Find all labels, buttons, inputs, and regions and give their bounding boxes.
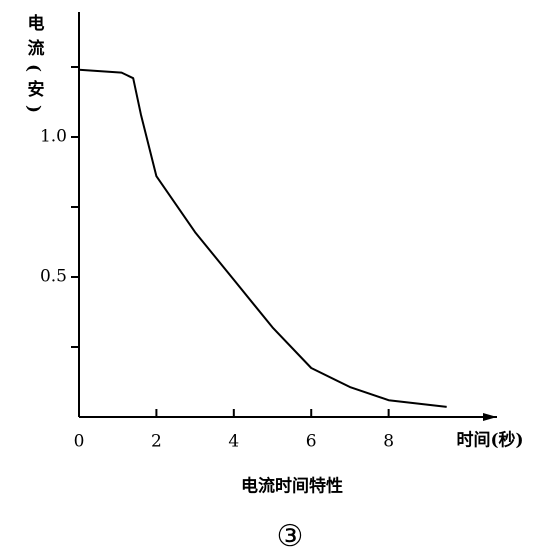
x-tick-label: 8 xyxy=(383,432,394,452)
line xyxy=(78,68,447,408)
y-tick-label: 1.0 xyxy=(40,127,67,147)
chart-subtitle: ③ xyxy=(277,519,304,554)
x-tick-label: 0 xyxy=(74,432,85,452)
x-tick-label: 6 xyxy=(306,432,317,452)
y-tick-label: 0.5 xyxy=(40,267,67,287)
x-tick-label: 2 xyxy=(151,432,162,452)
x-tick-label: 4 xyxy=(228,432,239,452)
chart-title: 电流时间特性 xyxy=(241,476,343,497)
x-axis-label: 时间(秒) xyxy=(456,430,523,451)
x-axis-arrow xyxy=(483,413,497,421)
y-axis-label: 电流(安) xyxy=(24,13,45,121)
